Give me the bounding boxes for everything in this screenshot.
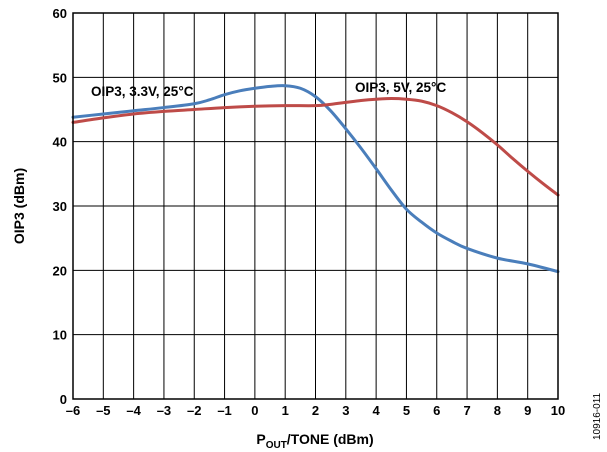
y-tick-label: 0 bbox=[60, 392, 67, 407]
x-tick-label: –4 bbox=[126, 403, 141, 418]
x-tick-label: 8 bbox=[494, 403, 501, 418]
x-axis-title: POUT/TONE (dBm) bbox=[256, 431, 373, 451]
x-axis-title-rest: /TONE (dBm) bbox=[287, 431, 374, 447]
x-tick-label: 1 bbox=[282, 403, 289, 418]
y-tick-label: 50 bbox=[53, 70, 67, 85]
y-tick-label: 40 bbox=[53, 135, 67, 150]
grid bbox=[72, 12, 559, 400]
y-tick-label: 20 bbox=[53, 263, 67, 278]
x-tick-label: 4 bbox=[373, 403, 381, 418]
series-lines bbox=[71, 84, 560, 274]
x-tick-label: –6 bbox=[66, 403, 80, 418]
series-label-3v3: OIP3, 3.3V, 25°C bbox=[91, 84, 194, 99]
x-axis-title-main: P bbox=[256, 431, 265, 447]
y-tick-labels: 0 10 20 30 40 50 60 bbox=[53, 6, 67, 407]
x-tick-label: 10 bbox=[551, 403, 565, 418]
figure-id: 10916-011 bbox=[592, 392, 603, 440]
series-label-5v: OIP3, 5V, 25°C bbox=[355, 80, 446, 95]
y-tick-label: 60 bbox=[53, 6, 67, 21]
x-tick-label: –5 bbox=[96, 403, 110, 418]
y-tick-label: 30 bbox=[53, 199, 67, 214]
x-tick-label: 6 bbox=[433, 403, 440, 418]
x-tick-label: 9 bbox=[524, 403, 531, 418]
y-axis-title: OIP3 (dBm) bbox=[11, 168, 27, 244]
x-tick-label: –3 bbox=[157, 403, 171, 418]
x-tick-labels: –6 –5 –4 –3 –2 –1 0 1 2 3 4 5 6 7 8 9 10 bbox=[66, 403, 565, 418]
x-tick-label: –1 bbox=[217, 403, 231, 418]
y-tick-label: 10 bbox=[53, 328, 67, 343]
x-tick-label: 0 bbox=[251, 403, 258, 418]
x-tick-label: 2 bbox=[312, 403, 319, 418]
x-tick-label: 3 bbox=[342, 403, 349, 418]
plot-frame bbox=[72, 12, 559, 400]
x-tick-label: 7 bbox=[463, 403, 470, 418]
series-line-5v bbox=[71, 97, 560, 197]
series-line-3v3 bbox=[71, 84, 560, 274]
x-tick-label: 5 bbox=[403, 403, 410, 418]
x-tick-label: –2 bbox=[187, 403, 201, 418]
x-axis-title-subscript: OUT bbox=[266, 440, 287, 451]
